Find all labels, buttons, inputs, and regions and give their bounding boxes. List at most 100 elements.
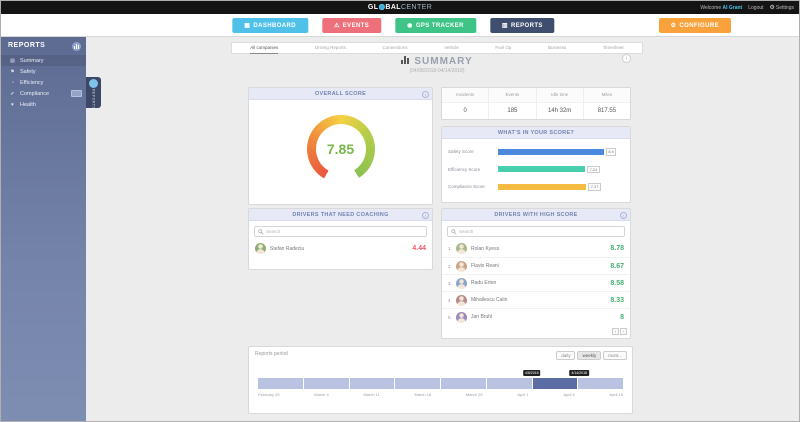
sidebar-item-safety[interactable]: Safety [1, 66, 86, 77]
coaching-header: DRIVERS THAT NEED COACHING i [249, 209, 432, 221]
weekly-button[interactable]: weekly [577, 351, 602, 360]
high-score-info-icon[interactable]: i [620, 211, 627, 219]
overall-score-card: OVERALL SCORE i 7.85 [248, 87, 433, 205]
timeline-segment[interactable] [258, 378, 303, 389]
reports-button[interactable]: REPORTS [489, 18, 555, 33]
axis-label: April 8 [563, 392, 575, 397]
high-score-search [447, 226, 625, 237]
tab-timesheet[interactable]: Timesheet [602, 45, 624, 50]
driver-avatar [456, 311, 467, 323]
pagination: ‹ › [612, 328, 627, 335]
summary-chart-icon [401, 56, 411, 64]
summary-icon [9, 58, 16, 64]
timeline-segment[interactable] [303, 378, 349, 389]
stat-value: 14h 32m [547, 107, 572, 114]
driver-name: Radu Erten [471, 280, 497, 286]
driver-score: 8 [620, 313, 624, 321]
driver-score: 8.33 [610, 296, 624, 304]
high-score-row[interactable]: 2. Flavio Reani 8.67 [442, 257, 630, 274]
dashboard-button[interactable]: DASHBOARD [232, 18, 308, 33]
topbar-right: Welcome AI Grant Logout Settings [700, 1, 794, 14]
stat-incidents: Incidents 0 [442, 88, 490, 119]
coaching-search-input[interactable] [266, 229, 423, 234]
timeline-segment[interactable] [395, 378, 440, 389]
high-score-row[interactable]: 1. Rolan Kyess 8.78 [442, 240, 630, 257]
sidebar-item-health[interactable]: Health [1, 99, 86, 110]
configure-button[interactable]: CONFIGURE [658, 18, 731, 33]
gauge-arc [306, 115, 375, 183]
timeline-segment[interactable] [349, 378, 395, 389]
driver-avatar [255, 243, 266, 254]
score-bars: Safety Score 8.9 Efficiency Score 7.24 C… [442, 139, 630, 191]
sidebar-item-compliance[interactable]: Compliance [1, 88, 86, 99]
coaching-info-icon[interactable]: i [422, 211, 429, 219]
sidebar-item-summary[interactable]: Summary [1, 55, 86, 66]
configure-icon [671, 23, 677, 29]
high-score-header: DRIVERS WITH HIGH SCORE i [442, 209, 630, 221]
sidebar-chart-icon [72, 41, 81, 51]
stat-events: Events 185 [489, 88, 537, 119]
dashboard-icon [244, 23, 250, 29]
monthly-button[interactable]: mont... [603, 351, 627, 360]
efficiency-score-row: Efficiency Score 7.24 [448, 165, 624, 173]
driver-name: Jan Bruhl [471, 314, 493, 320]
overall-score-value: 7.85 [326, 141, 355, 157]
gps-pin-icon [407, 23, 413, 29]
high-score-row[interactable]: 3. Radu Erten 8.58 [442, 274, 630, 291]
high-score-row[interactable]: 5. Jan Bruhl 8 [442, 308, 630, 325]
tab-business[interactable]: Business [547, 45, 567, 50]
tab-all-companies[interactable]: All companies [250, 43, 279, 54]
tab-vehicle[interactable]: Vehicle [444, 45, 459, 50]
compliance-icon [9, 91, 16, 97]
timeline-segment-selected[interactable] [532, 378, 578, 389]
driver-score: 8.58 [610, 279, 624, 287]
stat-label: Events [489, 88, 536, 103]
safety-score-bar [498, 148, 604, 155]
score-breakdown-header: WHAT'S IN YOUR SCORE? [442, 127, 630, 139]
date-range: (04/08/2018-04/14/2018) [409, 68, 465, 74]
period-start-tooltip: 4/8/2018 [522, 370, 541, 376]
page-info-icon[interactable]: i [622, 54, 631, 63]
timeline-segment[interactable] [578, 378, 623, 389]
axis-label: March 25 [465, 392, 483, 397]
gps-tracker-button[interactable]: GPS TRACKER [395, 18, 476, 33]
driver-name: Mihailescu Calin [471, 297, 508, 303]
tab-driving-reports[interactable]: Driving Reports [314, 45, 346, 50]
high-score-search-input[interactable] [459, 229, 621, 234]
driver-rank: 4. [448, 297, 452, 303]
page-next-button[interactable]: › [620, 328, 627, 335]
overall-info-icon[interactable]: i [422, 90, 429, 98]
app-logo: GL BALCENTER [368, 1, 432, 14]
driver-name: Stefan Radeciu [270, 245, 305, 252]
timeline-segment[interactable] [441, 378, 486, 389]
welcome-label: Welcome AI Grant [700, 4, 743, 11]
driver-rank: 2. [448, 263, 452, 269]
page-prev-button[interactable]: ‹ [612, 328, 619, 335]
settings-link[interactable]: Settings [770, 4, 794, 11]
driver-avatar [456, 243, 467, 254]
high-score-row[interactable]: 4. Mihailescu Calin 8.33 [442, 291, 630, 308]
reports-period-card: Reports period daily weekly mont... 4/8/… [248, 346, 633, 414]
sidebar-title: REPORTS [1, 37, 86, 55]
sidebar-item-efficiency[interactable]: Efficiency [1, 77, 86, 88]
coaching-driver-row[interactable]: Stefan Radeciu 4.44 [249, 240, 432, 257]
daily-button[interactable]: daily [556, 351, 576, 360]
tab-fuel-op[interactable]: Fuel Op [495, 45, 512, 50]
period-buttons: daily weekly mont... [556, 351, 627, 360]
events-button[interactable]: EVENTS [321, 18, 382, 33]
score-gauge: 7.85 [306, 115, 375, 183]
compliance-score-bar [498, 183, 587, 190]
stat-miles: Miles 817.55 [583, 88, 630, 119]
stat-idle-time: Idle time 14h 32m [536, 88, 584, 119]
logo-text-gl: GL [367, 4, 379, 11]
stat-label: Incidents [442, 88, 489, 103]
driver-rank: 3. [448, 280, 452, 286]
driver-avatar [456, 277, 467, 289]
reports-flyout-tab[interactable]: REPORTS [86, 77, 101, 109]
coaching-search [254, 226, 427, 237]
logout-link[interactable]: Logout [748, 4, 764, 11]
timeline-segment[interactable] [486, 378, 532, 389]
tab-connections[interactable]: Connections [382, 45, 408, 50]
axis-label: April 15 [609, 392, 623, 397]
efficiency-score-bar [498, 166, 585, 173]
